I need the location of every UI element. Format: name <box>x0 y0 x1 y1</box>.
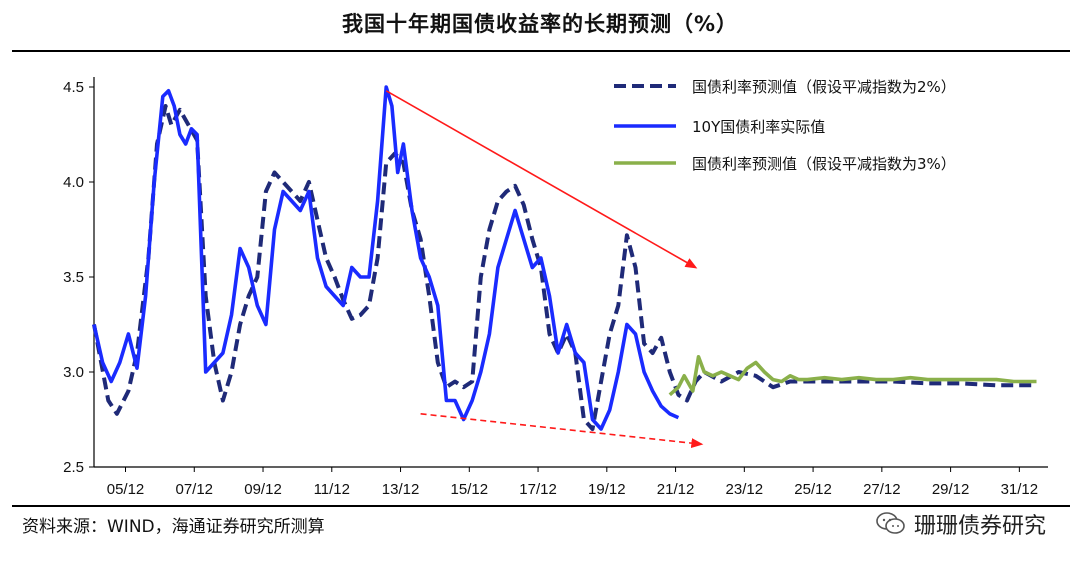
x-axis-ticks: 05/12 07/12 09/12 11/12 13/12 15/12 17/12 19/12… <box>107 467 1038 498</box>
source-note: 资料来源：WIND，海通证券研究所测算 <box>22 517 325 537</box>
trend-arrows <box>385 90 704 449</box>
legend-label-1: 10Y国债利率实际值 <box>692 118 825 136</box>
x-tick-label: 23/12 <box>726 481 764 498</box>
x-tick-label: 19/12 <box>588 481 626 498</box>
y-axis-ticks: 2.5 3.0 3.5 4.0 4.5 <box>63 79 94 476</box>
x-tick-label: 29/12 <box>932 481 970 498</box>
page-title: 我国十年期国债收益率的长期预测（%） <box>341 12 739 36</box>
yield-chart: 2.5 3.0 3.5 4.0 4.5 05/12 07/12 09/12 11/12 13/1… <box>63 77 1048 498</box>
y-tick-label: 3.0 <box>63 364 84 381</box>
watermark-text: 珊珊债券研究 <box>913 514 1046 539</box>
chart-axes <box>93 77 1048 468</box>
x-tick-label: 21/12 <box>657 481 695 498</box>
x-tick-label: 25/12 <box>794 481 832 498</box>
wechat-icon <box>876 512 905 534</box>
series-line-0 <box>92 104 1037 431</box>
y-tick-label: 4.5 <box>63 79 84 96</box>
x-tick-label: 11/12 <box>314 481 350 498</box>
y-tick-label: 4.0 <box>63 174 84 191</box>
x-tick-label: 13/12 <box>382 481 420 498</box>
series-lines <box>92 85 1037 431</box>
x-tick-label: 07/12 <box>175 481 213 498</box>
trend-arrow-0 <box>385 90 698 269</box>
x-tick-label: 27/12 <box>863 481 901 498</box>
legend-label-2: 国债利率预测值（假设平减指数为3%） <box>692 155 956 173</box>
y-tick-label: 2.5 <box>63 459 84 476</box>
x-tick-label: 31/12 <box>1001 481 1039 498</box>
footer-divider <box>12 505 1070 507</box>
x-tick-label: 05/12 <box>107 481 145 498</box>
title-divider <box>12 50 1070 52</box>
trend-arrow-1 <box>420 413 704 449</box>
x-tick-label: 15/12 <box>451 481 489 498</box>
chart-legend: 国债利率预测值（假设平减指数为2%） 10Y国债利率实际值国债利率预测值（假设平减… <box>614 78 956 173</box>
series-line-1 <box>92 85 680 431</box>
x-tick-label: 09/12 <box>244 481 282 498</box>
y-tick-label: 3.5 <box>63 269 84 286</box>
series-line-2 <box>668 355 1037 397</box>
legend-label-0: 国债利率预测值（假设平减指数为2%） <box>692 78 956 96</box>
x-tick-label: 17/12 <box>519 481 557 498</box>
watermark: 珊珊债券研究 <box>876 508 1046 540</box>
